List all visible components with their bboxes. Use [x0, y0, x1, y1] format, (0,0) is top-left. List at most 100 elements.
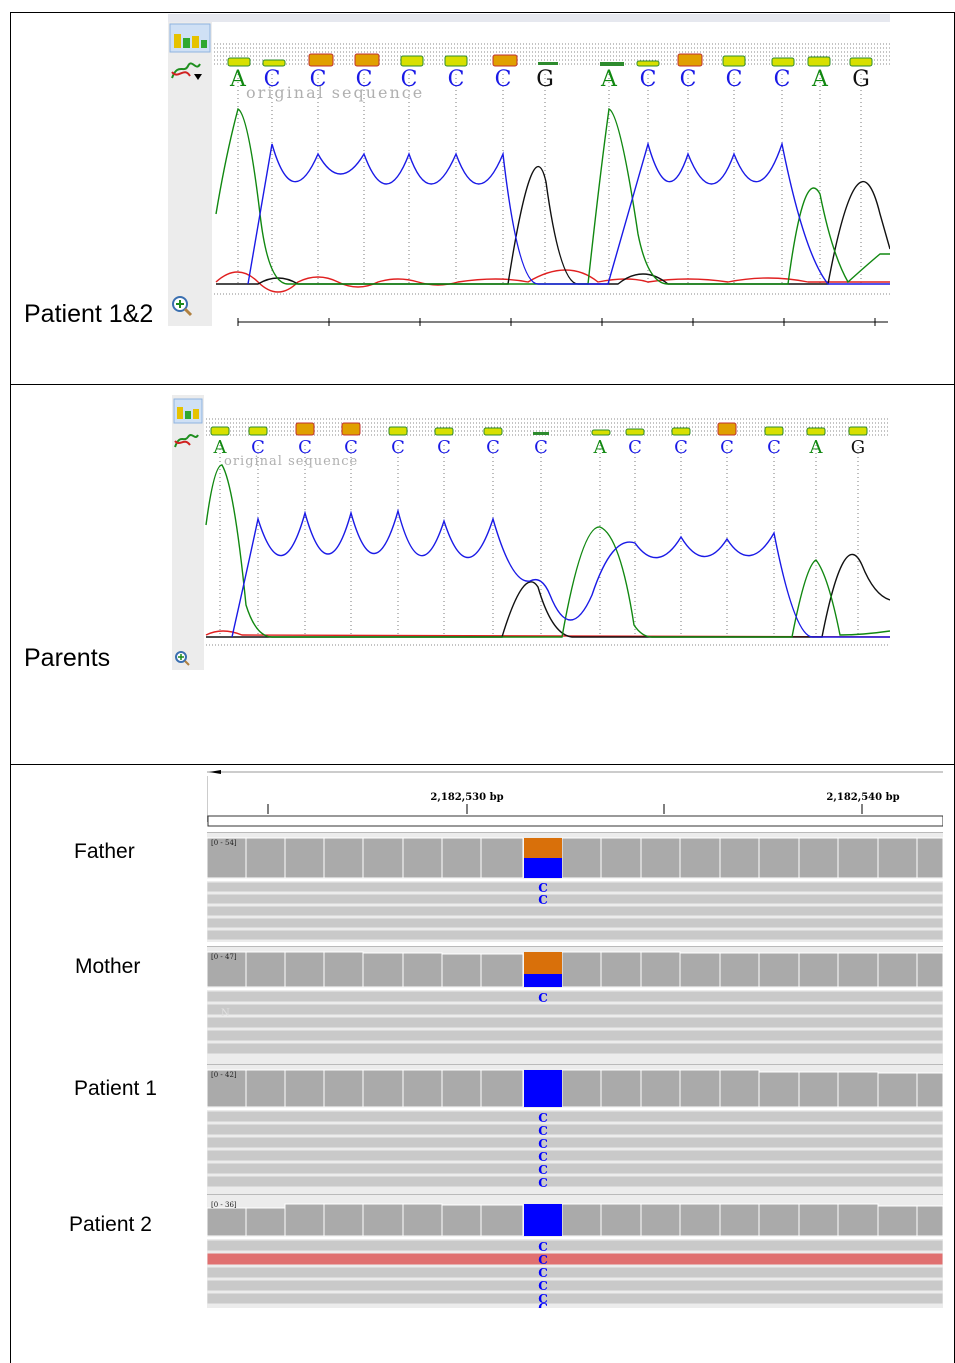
svg-text:C: C [538, 1124, 548, 1138]
base-call: A [213, 437, 228, 458]
base-calls: A C C C C C C C A C C C C A G [213, 437, 866, 458]
read-mismatches: C C C C C C [538, 1111, 548, 1190]
genome-ruler: 2,182,530 bp 2,182,540 bp [207, 770, 943, 832]
read-n-base: N [221, 1008, 230, 1019]
svg-text:C: C [538, 1253, 548, 1267]
base-call: C [264, 67, 281, 92]
reference-caption: original sequence [224, 454, 358, 469]
svg-text:C: C [538, 1137, 548, 1151]
highlighted-read [207, 1252, 943, 1266]
base-call: A [593, 437, 608, 458]
base-call: C [495, 67, 512, 92]
quality-bars [227, 53, 873, 67]
base-call: C [251, 437, 265, 458]
base-call: C [534, 437, 548, 458]
track-label-patient-1: Patient 1 [74, 1077, 157, 1100]
reference-caption: original sequence [246, 83, 424, 102]
base-call: C [401, 67, 418, 92]
trace-lines [215, 107, 890, 293]
svg-text:C: C [538, 881, 548, 895]
base-call: A [229, 67, 247, 92]
row-divider [10, 384, 955, 385]
track-label-patient-2: Patient 2 [69, 1213, 152, 1236]
trace-toggle-icon[interactable] [171, 62, 202, 80]
position-ruler [237, 318, 888, 326]
parents-label: Parents [24, 644, 111, 672]
base-call: C [640, 67, 657, 92]
track-label-mother: Mother [75, 955, 141, 978]
base-call: A [809, 437, 824, 458]
coverage-bars [207, 837, 943, 879]
zoom-in-icon[interactable] [172, 296, 193, 317]
base-call: C [680, 67, 697, 92]
base-call: A [600, 67, 618, 92]
coverage-bars [207, 951, 943, 988]
igv-track-patient-2: [0 - 36] C C C C C C [207, 1194, 943, 1308]
row-divider [10, 764, 955, 765]
svg-text:C: C [538, 1176, 548, 1190]
coverage-range: [0 - 42] [211, 1071, 237, 1079]
svg-text:C: C [538, 1266, 548, 1280]
svg-text:C: C [538, 1163, 548, 1177]
bar-chart-icon[interactable] [173, 398, 203, 424]
base-call: G [536, 67, 554, 92]
igv-track-father: [0 - 54] C C [207, 832, 943, 942]
track-label-father: Father [74, 840, 135, 863]
igv-track-patient-1: [0 - 42] C C C C C C [207, 1064, 943, 1194]
coverage-range: [0 - 47] [211, 953, 237, 961]
base-call: C [486, 437, 500, 458]
reads [207, 881, 943, 941]
read-mismatches: C C C C C C [538, 1240, 548, 1308]
base-call: C [298, 437, 312, 458]
chromatogram-parents: A C C C C C C C A C C C C A G original s… [172, 395, 890, 670]
base-call: C [310, 67, 327, 92]
base-call: C [628, 437, 642, 458]
reads [207, 1110, 943, 1188]
read-mismatch: C [538, 991, 548, 1005]
chromatogram-patients: A C C C C C C G A C C C C A G original s… [168, 14, 890, 326]
ruler-label: 2,182,540 bp [826, 792, 899, 803]
base-calls: A C C C C C C G A C C C C A G [229, 67, 870, 92]
read-mismatches: C C [538, 881, 548, 907]
bar-chart-icon[interactable] [169, 23, 211, 53]
quality-bars [210, 422, 868, 436]
base-call: C [344, 437, 358, 458]
alt-allele-bar [524, 1070, 562, 1107]
alt-allele-bar [524, 1204, 562, 1236]
svg-text:C: C [538, 1301, 548, 1308]
reads [207, 990, 943, 1055]
igv-track-mother: [0 - 47] C N [207, 946, 943, 1064]
svg-text:C: C [538, 1150, 548, 1164]
zoom-in-icon[interactable] [175, 651, 190, 666]
coverage-range: [0 - 54] [211, 839, 237, 847]
alt-allele-bar [524, 858, 562, 878]
base-call: C [437, 437, 451, 458]
svg-text:C: C [538, 1292, 548, 1306]
base-call: C [356, 67, 373, 92]
svg-text:C: C [538, 893, 548, 907]
base-call: G [851, 437, 865, 458]
base-call: A [811, 67, 829, 92]
ref-allele-bar [524, 952, 562, 974]
base-call: C [774, 67, 791, 92]
trace-lines [205, 464, 890, 638]
base-call: C [726, 67, 743, 92]
base-call: C [448, 67, 465, 92]
trace-toggle-icon[interactable] [174, 434, 199, 448]
svg-text:C: C [538, 1240, 548, 1254]
alt-allele-bar [524, 974, 562, 987]
base-call: C [767, 437, 781, 458]
ref-allele-bar [524, 838, 562, 858]
base-call: G [852, 67, 870, 92]
base-call: C [674, 437, 688, 458]
coverage-bars [207, 1203, 943, 1237]
reads [207, 1239, 943, 1305]
patients-label: Patient 1&2 [24, 300, 154, 328]
base-call: C [391, 437, 405, 458]
svg-text:C: C [538, 1279, 548, 1293]
coverage-range: [0 - 36] [211, 1201, 237, 1209]
base-call: C [720, 437, 734, 458]
svg-text:C: C [538, 1111, 548, 1125]
coverage-bars [207, 1069, 943, 1108]
ruler-label: 2,182,530 bp [430, 792, 503, 803]
